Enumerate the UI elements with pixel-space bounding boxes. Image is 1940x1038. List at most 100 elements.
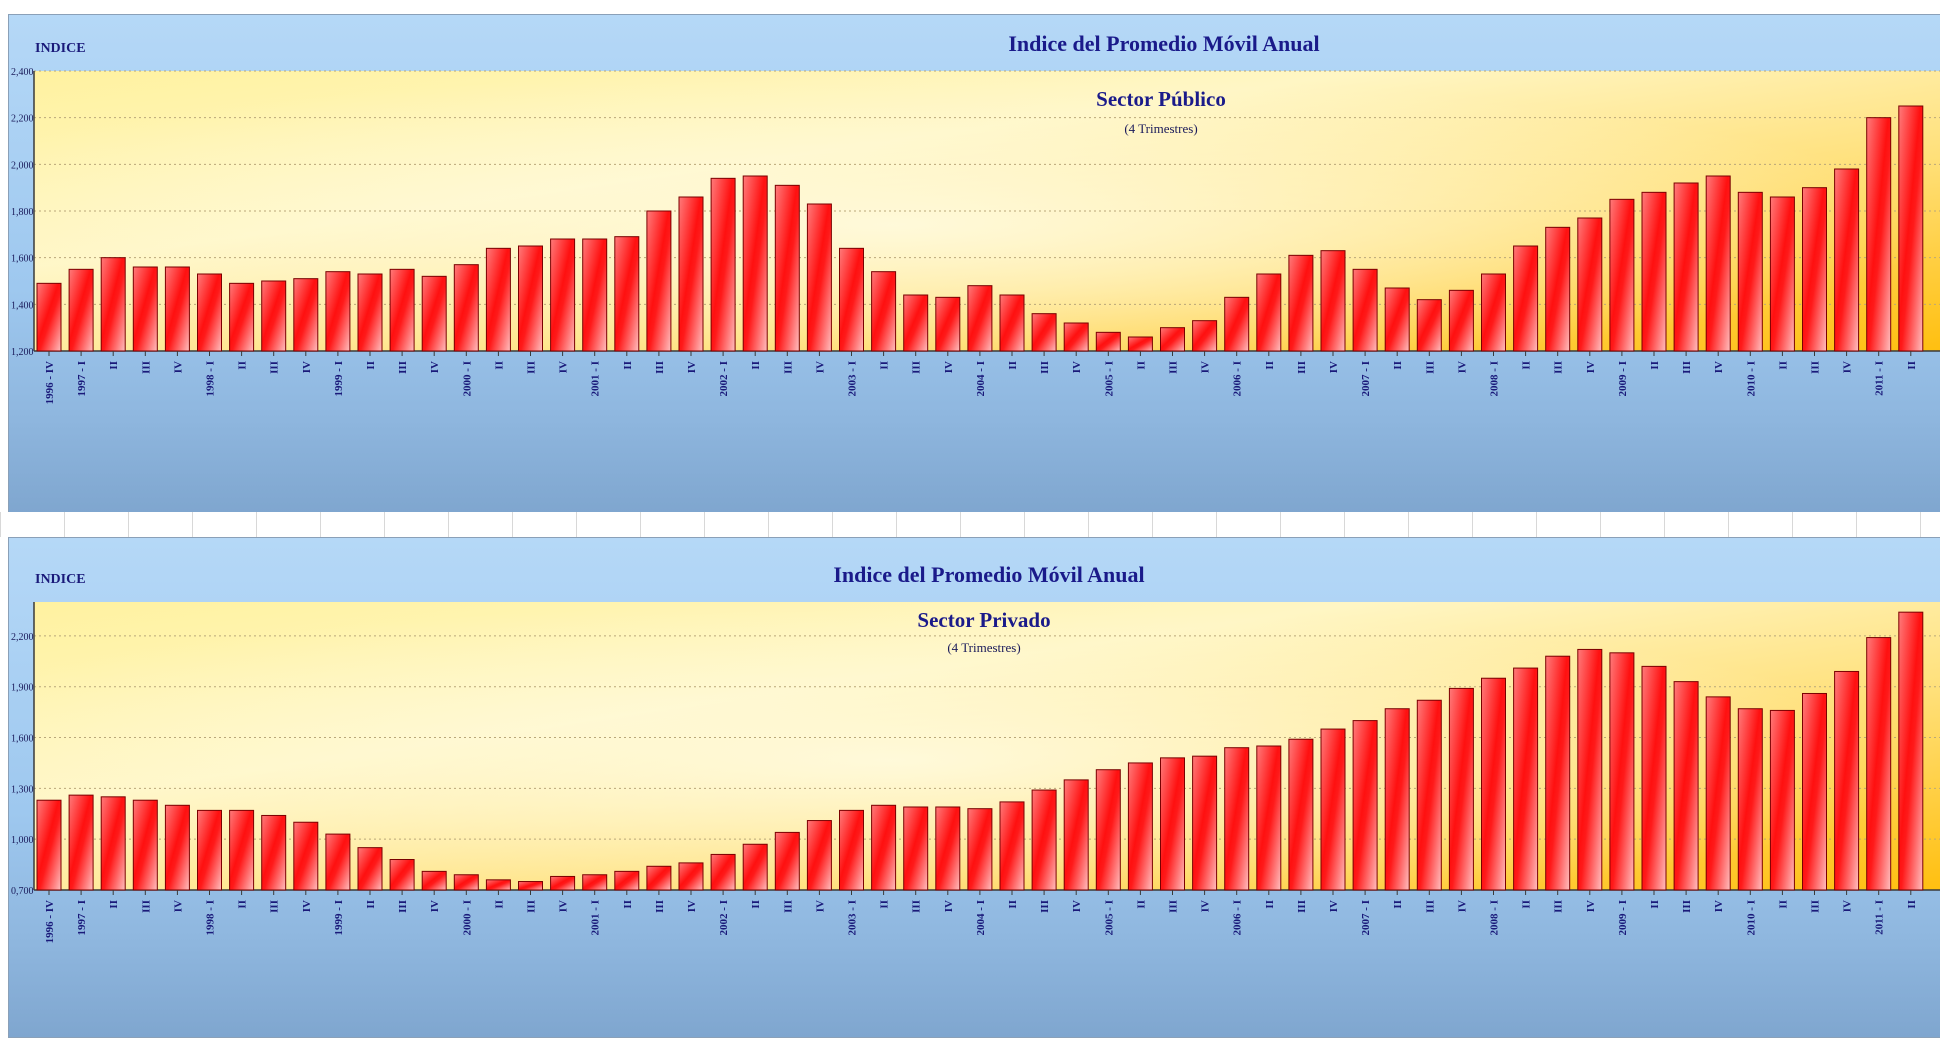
bar xyxy=(871,804,897,891)
chart-sector-publico: INDICE Indice del Promedio Móvil Anual S… xyxy=(11,31,1940,404)
x-tick-label: 1997 - I xyxy=(76,361,88,396)
x-tick-label: III xyxy=(654,361,666,374)
x-tick-label: II xyxy=(237,900,249,909)
separator-grid xyxy=(0,512,1940,537)
x-tick-label: III xyxy=(1681,361,1693,374)
x-tick-label: IV xyxy=(943,900,955,912)
bar xyxy=(1802,692,1827,891)
y-tick-label: 1,600 xyxy=(11,254,34,265)
x-tick-label: IV xyxy=(1713,900,1725,912)
bar xyxy=(1031,313,1057,352)
x-tick-label: 2000 - I xyxy=(461,361,473,396)
y-tick-label: 2,400 xyxy=(11,67,34,78)
bar xyxy=(550,238,576,352)
x-tick-label: III xyxy=(269,361,281,374)
x-tick-label: II xyxy=(1007,900,1019,909)
x-tick-label: 2002 - I xyxy=(718,361,730,396)
bar xyxy=(1673,182,1699,352)
bar xyxy=(1834,670,1860,891)
bar xyxy=(1288,738,1314,891)
bar xyxy=(164,266,190,352)
bar xyxy=(839,809,864,891)
x-tick-label: 2008 - I xyxy=(1489,900,1501,935)
x-tick-label: III xyxy=(140,361,152,374)
bar xyxy=(903,806,929,891)
x-tick-label: IV xyxy=(429,361,441,373)
bar xyxy=(1224,296,1250,352)
x-tick-label: III xyxy=(397,361,409,374)
bar xyxy=(550,875,576,891)
y-tick-label: 1,400 xyxy=(11,300,34,311)
x-tick-label: 2001 - I xyxy=(590,361,602,396)
x-tick-label: 1998 - I xyxy=(205,361,217,396)
bar xyxy=(518,881,543,891)
bar xyxy=(1127,762,1153,891)
x-tick-label: 1999 - I xyxy=(333,361,345,396)
x-tick-label: III xyxy=(654,900,666,913)
x-tick-label: IV xyxy=(1456,900,1468,912)
bar xyxy=(1866,117,1892,352)
x-tick-label: II xyxy=(1649,900,1661,909)
bar xyxy=(68,268,94,352)
x-tick-label: 2003 - I xyxy=(847,361,859,396)
y-tick-label: 0,700 xyxy=(11,886,34,897)
bar xyxy=(774,184,800,352)
x-tick-label: II xyxy=(1649,361,1661,370)
x-tick-label: 2001 - I xyxy=(590,900,602,935)
y-axis-label: INDICE xyxy=(35,572,86,587)
x-tick-label: 2000 - I xyxy=(461,900,473,935)
x-tick-label: 2002 - I xyxy=(718,900,730,935)
bar xyxy=(646,210,672,352)
bar xyxy=(421,870,447,891)
bar xyxy=(325,271,351,352)
x-tick-label: II xyxy=(493,900,505,909)
bar xyxy=(935,806,961,891)
x-tick-label: II xyxy=(1521,900,1533,909)
x-tick-label: IV xyxy=(814,361,826,373)
x-tick-label: IV xyxy=(1456,361,1468,373)
x-tick-label: II xyxy=(1392,900,1404,909)
bar xyxy=(325,833,351,891)
chart-title: Indice del Promedio Móvil Anual xyxy=(833,562,1144,587)
bar xyxy=(678,862,704,891)
x-tick-label: II xyxy=(365,361,377,370)
bar xyxy=(36,799,62,891)
x-tick-label: IV xyxy=(301,361,313,373)
bar xyxy=(1705,696,1731,891)
x-tick-label: III xyxy=(269,900,281,913)
bar xyxy=(1866,637,1892,891)
x-tick-label: IV xyxy=(1071,900,1083,912)
x-tick-label: IV xyxy=(301,900,313,912)
bar xyxy=(710,177,736,352)
x-tick-label: 2010 - I xyxy=(1745,900,1757,935)
x-tick-label: 2007 - I xyxy=(1360,361,1372,396)
bar xyxy=(935,296,961,352)
bar xyxy=(742,843,768,891)
x-tick-label: 2005 - I xyxy=(1103,361,1115,396)
x-tick-label: II xyxy=(493,361,505,370)
bar xyxy=(100,796,126,891)
y-tick-label: 1,300 xyxy=(11,784,34,795)
bar xyxy=(1769,196,1795,352)
x-tick-label: II xyxy=(1521,361,1533,370)
x-tick-label: II xyxy=(1777,900,1789,909)
x-tick-label: III xyxy=(1168,361,1180,374)
bar xyxy=(421,275,447,352)
x-tick-label: IV xyxy=(558,900,570,912)
x-tick-label: II xyxy=(622,361,634,370)
x-tick-label: II xyxy=(879,900,891,909)
x-tick-label: IV xyxy=(1713,361,1725,373)
chart-panel-sector-publico: INDICE Indice del Promedio Móvil Anual S… xyxy=(8,14,1940,514)
bar xyxy=(197,273,222,352)
x-tick-label: II xyxy=(1135,900,1147,909)
x-tick-label: 2009 - I xyxy=(1617,361,1629,396)
bar xyxy=(1609,652,1635,891)
bar xyxy=(453,264,479,352)
y-tick-label: 2,000 xyxy=(11,160,34,171)
bar xyxy=(132,266,158,352)
x-tick-label: 1996 - IV xyxy=(44,900,56,943)
x-tick-label: IV xyxy=(172,900,184,912)
bar xyxy=(1160,757,1185,891)
bar xyxy=(132,799,158,891)
bar xyxy=(485,247,511,352)
